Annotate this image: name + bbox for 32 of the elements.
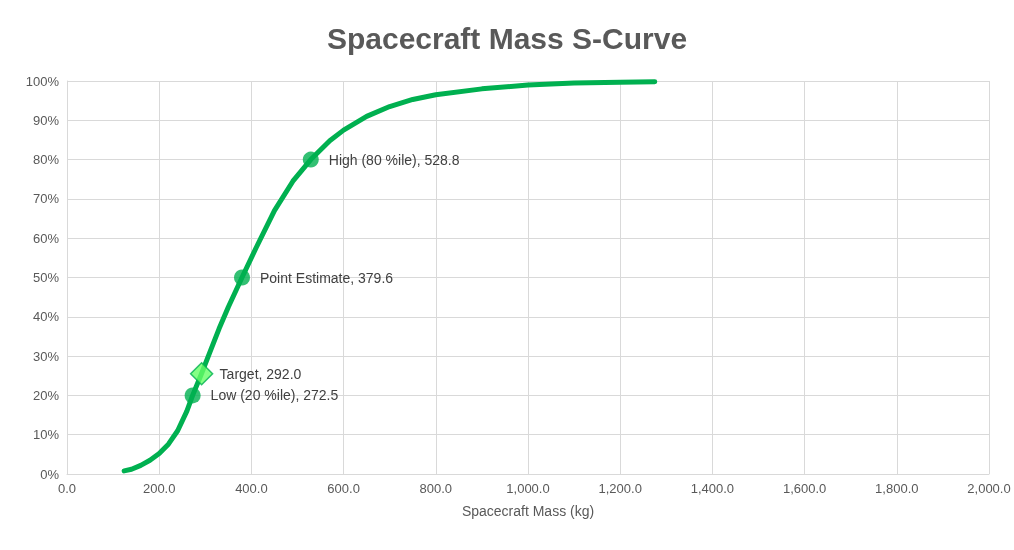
annotation: Low (20 %ile), 272.5 (210, 387, 339, 404)
y-tick-label: 70% (32, 191, 60, 207)
point (184, 387, 201, 404)
x-tick-label: 1,800.0 (875, 481, 919, 496)
y-tick-label: 20% (32, 387, 60, 403)
annotation: Target, 292.0 (219, 365, 302, 382)
x-tick-label: 1,600.0 (782, 481, 827, 496)
y-tick-label: 50% (32, 270, 60, 285)
x-tick-label: 1,400.0 (690, 481, 735, 496)
x-tick-label: 2,000.0 (967, 481, 1011, 496)
x-tick-label: 1,200.0 (598, 481, 642, 496)
x-tick-label: 800.0 (419, 481, 453, 496)
x-tick-label: 0.0 (57, 481, 77, 496)
point (302, 151, 319, 168)
y-tick-label: 40% (32, 309, 60, 325)
y-tick-label: 0% (40, 466, 60, 482)
annotation: High (80 %ile), 528.8 (328, 151, 460, 168)
y-tick-label: 100% (25, 73, 60, 89)
x-axis-title: Spacecraft Mass (kg) (461, 503, 595, 519)
point (189, 362, 214, 386)
chart-title: Spacecraft Mass S-Curve (326, 21, 688, 55)
y-tick-label: 60% (32, 230, 60, 246)
annotation: Point Estimate, 379.6 (260, 269, 394, 286)
x-tick-label: 400.0 (235, 481, 268, 496)
x-tick-label: 1,000.0 (506, 481, 550, 496)
y-tick-label: 10% (32, 427, 60, 443)
y-tick-label: 80% (32, 152, 60, 168)
x-tick-label: 600.0 (327, 481, 360, 496)
y-tick-label: 90% (32, 112, 60, 128)
point (234, 269, 250, 286)
y-tick-label: 30% (32, 348, 60, 364)
x-tick-label: 200.0 (142, 481, 176, 496)
